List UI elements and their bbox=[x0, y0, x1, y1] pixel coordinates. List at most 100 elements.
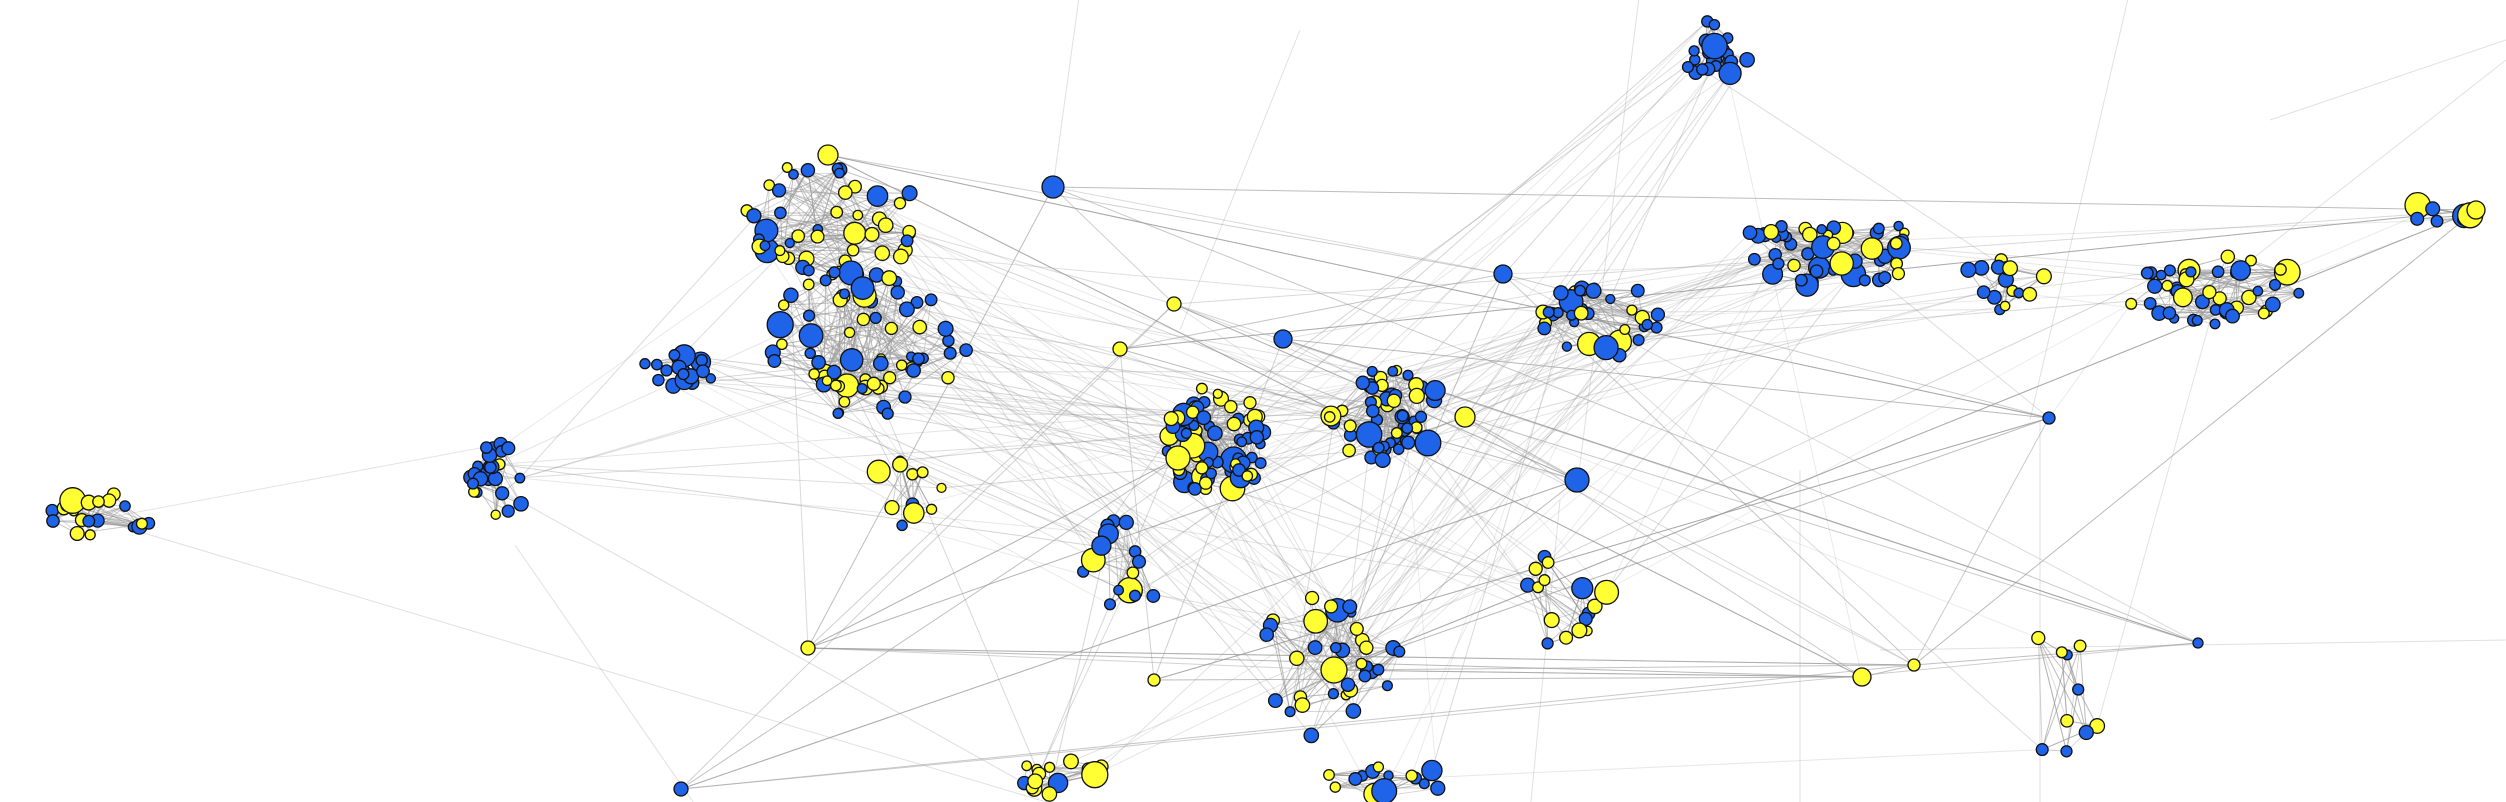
yellow-node bbox=[1349, 621, 1364, 636]
blue-node bbox=[651, 358, 663, 371]
yellow-node bbox=[1594, 579, 1620, 605]
yellow-node bbox=[1063, 753, 1079, 770]
graph-edge bbox=[778, 190, 1131, 591]
blue-node bbox=[1585, 282, 1602, 299]
graph-edge bbox=[766, 250, 1313, 599]
graph-edge bbox=[2037, 637, 2043, 750]
blue-node bbox=[2252, 285, 2264, 297]
yellow-node bbox=[1852, 667, 1872, 687]
graph-edge bbox=[862, 319, 875, 384]
graph-edge bbox=[499, 463, 1136, 552]
yellow-node bbox=[1243, 396, 1257, 410]
graph-edge bbox=[1107, 533, 1154, 597]
graph-edge bbox=[753, 215, 855, 234]
blue-node bbox=[832, 407, 844, 419]
graph-edge bbox=[488, 435, 1170, 481]
blue-node bbox=[1180, 427, 1193, 439]
graph-edge bbox=[873, 383, 1038, 770]
graph-edge bbox=[1333, 273, 1504, 671]
blue-node bbox=[2209, 318, 2221, 330]
graph-edge bbox=[1125, 522, 1134, 573]
graph-edge bbox=[1464, 416, 1578, 481]
yellow-node bbox=[1043, 761, 1056, 773]
yellow-node bbox=[837, 185, 853, 200]
blue-node bbox=[868, 267, 885, 283]
blue-node bbox=[46, 514, 60, 528]
yellow-node bbox=[2241, 289, 2257, 306]
blue-node bbox=[705, 373, 717, 384]
graph-edge bbox=[680, 479, 1578, 790]
graph-edge bbox=[1330, 21, 1708, 417]
graph-edge bbox=[1247, 420, 1415, 439]
graph-edge bbox=[1333, 664, 1915, 671]
yellow-node bbox=[912, 319, 928, 335]
graph-edge bbox=[764, 211, 837, 247]
blue-node bbox=[1772, 257, 1785, 270]
graph-edge bbox=[2048, 303, 2132, 419]
yellow-node bbox=[2073, 639, 2087, 653]
graph-edge bbox=[782, 174, 794, 257]
blue-node bbox=[802, 264, 815, 277]
blue-node bbox=[2162, 306, 2177, 320]
graph-edge bbox=[807, 169, 1313, 599]
blue-node bbox=[2147, 278, 2163, 294]
blue-node bbox=[1630, 283, 1645, 298]
graph-edge bbox=[1398, 232, 1843, 652]
blue-node bbox=[2425, 201, 2441, 217]
blue-node bbox=[1553, 285, 1569, 301]
blue-node bbox=[695, 353, 708, 367]
graph-edge bbox=[1387, 305, 2006, 406]
blue-node bbox=[839, 288, 850, 300]
graph-edge bbox=[1464, 416, 1863, 678]
blue-node bbox=[890, 285, 905, 300]
blue-node bbox=[1146, 589, 1161, 603]
graph-edge bbox=[1270, 605, 1332, 626]
blue-node bbox=[2013, 287, 2025, 299]
graph-edge bbox=[499, 463, 942, 489]
graph-edge bbox=[779, 324, 840, 413]
blue-node bbox=[839, 348, 864, 372]
graph-edge bbox=[1361, 290, 1581, 664]
graph-edge bbox=[758, 195, 878, 240]
graph-edge bbox=[1502, 263, 1779, 275]
graph-edge bbox=[1329, 234, 1765, 670]
yellow-node bbox=[1323, 768, 1335, 781]
graph-edge bbox=[1275, 327, 1657, 701]
blue-node bbox=[484, 461, 497, 474]
graph-edge bbox=[1818, 228, 1880, 268]
graph-edge bbox=[837, 412, 1136, 552]
yellow-node bbox=[2220, 249, 2236, 264]
yellow-node bbox=[2035, 268, 2052, 285]
graph-edge bbox=[1464, 73, 1731, 418]
graph-edge bbox=[680, 303, 1175, 790]
graph-edge bbox=[2029, 0, 2129, 421]
blue-node bbox=[480, 441, 493, 454]
blue-node bbox=[1718, 61, 1742, 86]
graph-edge bbox=[2188, 269, 2273, 305]
blue-node bbox=[784, 237, 795, 249]
graph-edge bbox=[1586, 254, 1776, 632]
blue-node bbox=[1091, 535, 1112, 556]
yellow-node bbox=[808, 368, 821, 380]
blue-node bbox=[2194, 294, 2210, 310]
blue-node bbox=[1236, 436, 1248, 448]
blue-node bbox=[2143, 296, 2157, 310]
graph-edge bbox=[837, 299, 841, 414]
graph-edge bbox=[1537, 586, 1580, 631]
yellow-node bbox=[1304, 590, 1320, 606]
blue-node bbox=[1401, 422, 1414, 435]
blue-node bbox=[2185, 266, 2197, 278]
yellow-node bbox=[2060, 713, 2074, 728]
graph-edge bbox=[1721, 49, 1863, 678]
graph-edge bbox=[2037, 637, 2079, 690]
yellow-node bbox=[1559, 630, 1574, 645]
graph-edge bbox=[1902, 218, 2464, 241]
yellow-node bbox=[1372, 761, 1385, 773]
blue-node bbox=[1103, 598, 1117, 611]
blue-node bbox=[1893, 220, 1904, 232]
graph-edge bbox=[99, 519, 1049, 802]
blue-node bbox=[1392, 443, 1405, 455]
yellow-node bbox=[1198, 476, 1213, 490]
blue-node bbox=[1365, 404, 1380, 418]
graph-edge bbox=[2037, 637, 2087, 733]
